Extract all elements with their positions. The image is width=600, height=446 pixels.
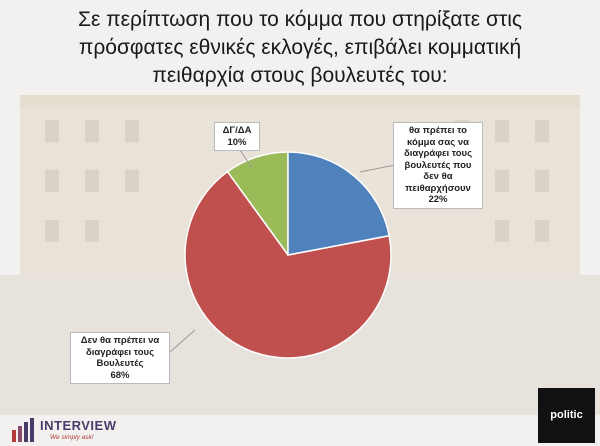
value-label: 22% <box>428 194 448 205</box>
logo-text: INTERVIEW <box>40 418 117 433</box>
data-label: Δεν θα πρέπει να διαγράφει τους Βουλευτέ… <box>70 332 170 384</box>
logo-icon <box>12 418 34 442</box>
value-label: 10% <box>227 136 247 148</box>
pie-slice <box>184 170 392 359</box>
category-label: θα πρέπει το κόμμα σας να διαγράφει τους… <box>403 125 473 194</box>
chart-title: Σε περίπτωση που το κόμμα που στηρίξατε … <box>77 8 523 87</box>
category-label: Δεν θα πρέπει να διαγράφει τους Βουλευτέ… <box>80 335 160 369</box>
politic-logo: politic <box>538 388 595 443</box>
pie-slice <box>287 151 391 256</box>
logo-tagline: We simply ask! <box>50 434 94 441</box>
value-label: 68% <box>110 369 130 381</box>
category-label: ΔΓ/ΔΑ <box>222 125 252 136</box>
data-label: ΔΓ/ΔΑ 10% <box>214 122 260 151</box>
data-label: θα πρέπει το κόμμα σας να διαγράφει τους… <box>393 122 483 209</box>
interview-logo: INTERVIEW We simply ask! <box>10 416 140 444</box>
